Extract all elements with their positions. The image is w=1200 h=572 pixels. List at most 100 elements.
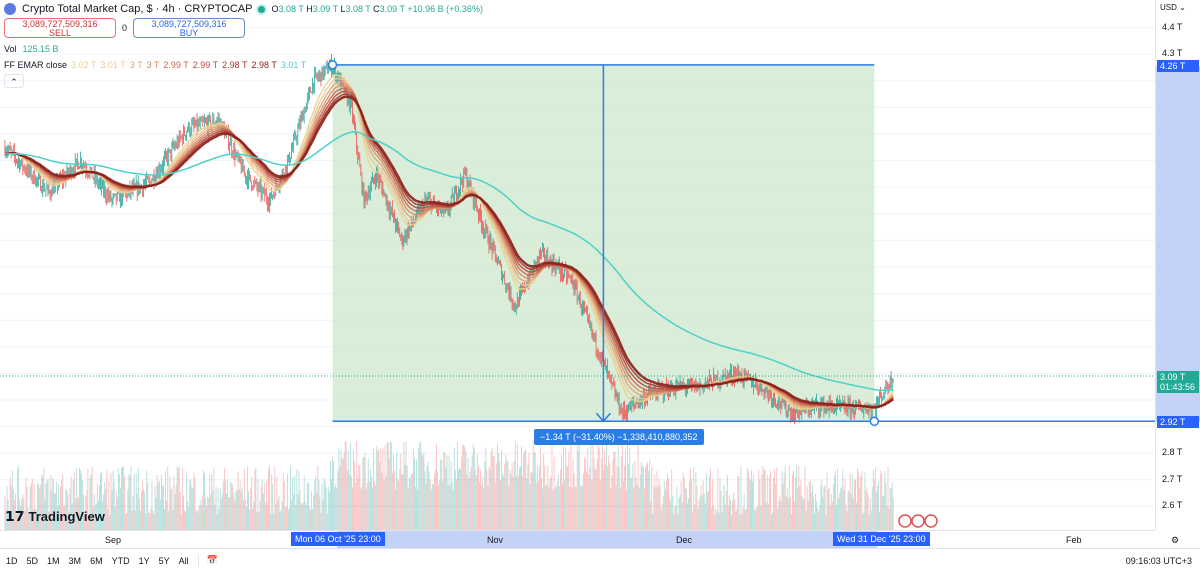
volume-bar (386, 442, 388, 530)
volume-bar (535, 482, 537, 530)
volume-bar (54, 493, 56, 530)
volume-bar (855, 479, 856, 530)
volume-bar (537, 480, 539, 530)
volume-bar (134, 510, 136, 530)
settings-icon[interactable]: ⚙ (1171, 535, 1180, 545)
volume-bar (29, 486, 31, 530)
range-button-ytd[interactable]: YTD (111, 555, 130, 566)
volume-bar (519, 468, 520, 530)
range-button-5d[interactable]: 5D (26, 555, 39, 566)
volume-bar (336, 488, 338, 530)
range-button-all[interactable]: All (178, 555, 189, 566)
sell-button[interactable]: 3,089,727,509,316 SELL (4, 18, 116, 38)
volume-bar (834, 475, 835, 530)
volume-bar (160, 474, 162, 530)
volume-bar (660, 510, 662, 530)
volume-bar (703, 494, 705, 530)
volume-bar (773, 477, 774, 530)
volume-bar (713, 505, 715, 530)
time-axis[interactable]: Sep Nov Dec Feb Mon 06 Oct '25 23:00 Wed… (0, 530, 1179, 549)
volume-bar (435, 469, 436, 530)
symbol-logo-icon (4, 3, 16, 15)
volume-legend[interactable]: Vol 125.15 B (4, 44, 59, 54)
volume-bar (490, 451, 492, 530)
volume-bar (163, 484, 164, 530)
volume-bar (387, 442, 389, 530)
volume-bar (128, 474, 130, 530)
volume-bar (863, 512, 865, 530)
volume-bar (235, 491, 237, 530)
market-status-icon (258, 5, 266, 13)
volume-bar (699, 496, 701, 530)
volume-bar (498, 452, 499, 530)
volume-bar (879, 512, 881, 530)
price-tick: 2.8 T (1162, 447, 1183, 458)
volume-bar (127, 490, 129, 530)
volume-bar (421, 454, 423, 530)
volume-bar (561, 454, 562, 530)
volume-bar (446, 455, 448, 530)
volume-bar (585, 458, 587, 530)
time-range-highlight (337, 531, 877, 549)
volume-bar (406, 465, 408, 530)
collapse-legend-button[interactable]: ⌃ (4, 74, 24, 88)
volume-bar (885, 482, 887, 530)
volume-bar (196, 509, 198, 530)
volume-bar (357, 478, 359, 530)
volume-bar (291, 500, 293, 530)
volume-bar (661, 504, 663, 530)
volume-bar (335, 483, 337, 530)
range-button-5y[interactable]: 5Y (158, 555, 170, 566)
volume-bar (499, 460, 500, 530)
volume-bar (457, 442, 458, 530)
volume-bar (168, 510, 170, 530)
volume-bar (580, 487, 582, 530)
volume-bar (38, 484, 39, 530)
volume-bar (614, 451, 616, 530)
volume-bar (18, 465, 20, 530)
volume-bar (180, 514, 182, 530)
volume-bar (236, 489, 238, 530)
range-button-1m[interactable]: 1M (47, 555, 60, 566)
buy-button[interactable]: 3,089,727,509,316 BUY (133, 18, 246, 38)
volume-bar (459, 467, 461, 530)
range-button-1d[interactable]: 1D (6, 555, 18, 566)
range-button-3m[interactable]: 3M (68, 555, 82, 566)
range-button-1y[interactable]: 1Y (138, 555, 150, 566)
volume-bar (90, 474, 92, 530)
calendar-icon[interactable]: 📅 (197, 555, 218, 566)
volume-bar (4, 496, 6, 530)
volume-bar (750, 480, 751, 530)
volume-bar (723, 484, 725, 530)
volume-bar (612, 459, 614, 530)
volume-bar (412, 449, 414, 530)
chart-title[interactable]: Crypto Total Market Cap, $ · 4h · CRYPTO… (22, 3, 253, 15)
volume-bar (264, 502, 266, 530)
currency-selector[interactable]: USD ⌄ (1160, 3, 1186, 12)
volume-bar (517, 475, 519, 530)
volume-bar (309, 506, 310, 530)
volume-bar (227, 479, 228, 530)
volume-bar (830, 493, 832, 530)
range-button-6m[interactable]: 6M (90, 555, 103, 566)
volume-bar (352, 487, 353, 530)
volume-bar (751, 470, 752, 530)
volume-bar (823, 486, 825, 530)
clock[interactable]: 09:16:03 UTC+3 (1125, 555, 1192, 566)
volume-bar (37, 483, 38, 530)
tradingview-logo[interactable]: 𝟭𝟳 TradingView (5, 508, 105, 524)
price-axis[interactable]: USD ⌄ 2.6 T2.7 T2.8 T3 T3.2 T3.3 T3.4 T3… (1155, 0, 1200, 530)
volume-bar (327, 486, 329, 530)
volume-bar (28, 512, 30, 530)
time-label-feb: Feb (1066, 535, 1082, 545)
volume-bar (318, 479, 320, 530)
volume-bar (130, 465, 132, 530)
volume-bar (716, 511, 718, 530)
volume-bar (878, 481, 879, 530)
volume-bar (514, 441, 516, 530)
price-chart[interactable] (0, 0, 1155, 530)
volume-bar (71, 503, 73, 530)
volume-bar (310, 510, 311, 530)
volume-bar (788, 465, 790, 530)
